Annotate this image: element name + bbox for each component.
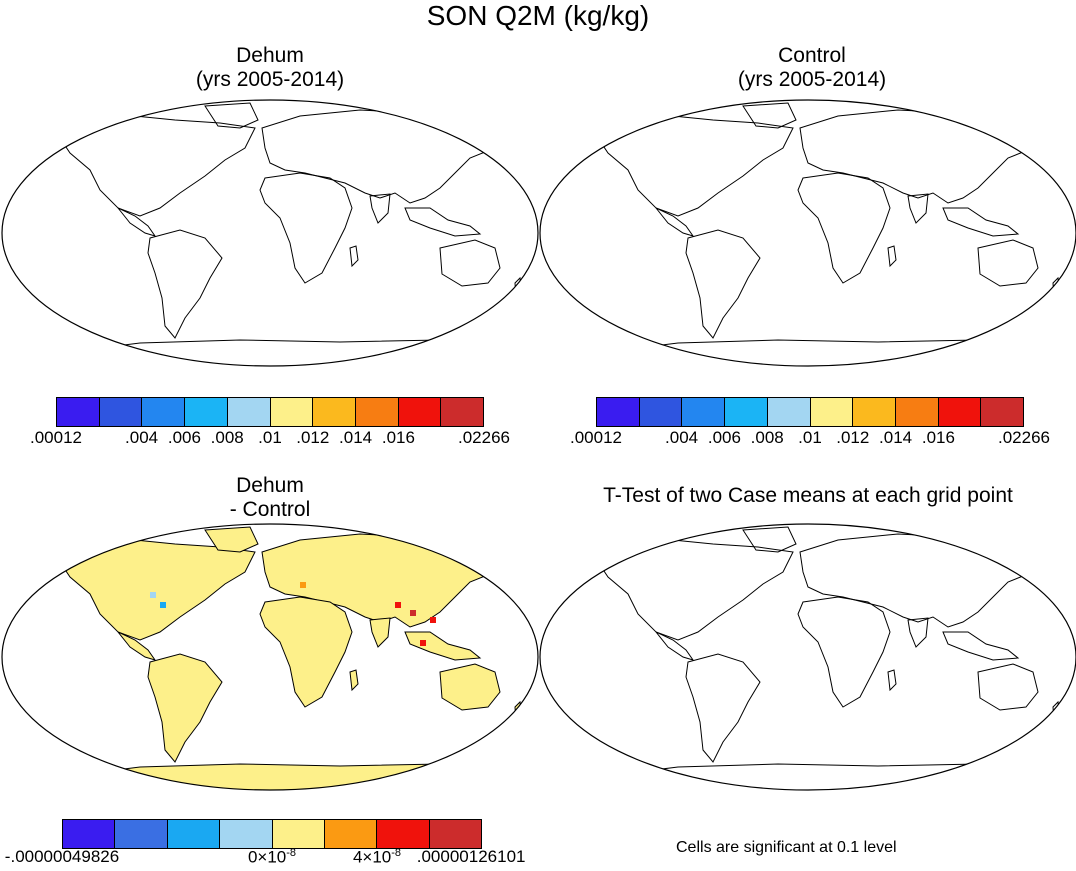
- colorbar-swatch: [272, 820, 325, 848]
- panel-title-control: Control (yrs 2005-2014): [622, 44, 1002, 92]
- tick-label-base: 4×10: [352, 847, 392, 867]
- tick-label: .00012: [570, 428, 622, 447]
- coastline: [39, 102, 523, 366]
- tick-label: .008: [210, 428, 244, 447]
- map-control: [539, 99, 1076, 367]
- panel-title-line1: Dehum: [236, 44, 304, 67]
- tick-label: .004: [665, 428, 699, 447]
- tick-label: .02266: [998, 428, 1050, 447]
- anomaly-cell: [430, 617, 436, 623]
- tick-label: .01: [258, 428, 282, 447]
- colorbar-swatch: [853, 398, 896, 426]
- colorbar-control-ticks: .00012 .004 .006 .008 .01 .012 .014 .016 .02266: [570, 428, 1050, 452]
- panel-title-line2: (yrs 2005-2014): [195, 68, 345, 91]
- tick-label-exponent: -8: [286, 847, 297, 859]
- panel-title-dehum: Dehum (yrs 2005-2014): [80, 44, 460, 92]
- anomaly-cell: [300, 582, 306, 588]
- colorbar-difference: [62, 819, 482, 849]
- anomaly-cell: [420, 640, 426, 646]
- tick-label: .004: [125, 428, 159, 447]
- tick-label: .016: [921, 428, 955, 447]
- colorbar-swatch: [313, 398, 356, 426]
- anomaly-cell: [150, 592, 156, 598]
- tick-label: .00000126101: [416, 847, 526, 866]
- colorbar-swatch: [725, 398, 768, 426]
- tick-label: .012: [296, 428, 330, 447]
- colorbar-swatch: [938, 398, 982, 426]
- colorbar-swatch: [682, 398, 726, 426]
- panel-title-difference: Dehum - Control: [80, 474, 460, 522]
- colorbar-difference-ticks: -.00000049826 0×10-8 4×10-8 .00000126101: [5, 847, 526, 871]
- colorbar-swatch: [441, 398, 484, 426]
- colorbar-swatch: [99, 398, 143, 426]
- colorbar-swatch: [895, 398, 939, 426]
- land-field: [39, 526, 523, 790]
- colorbar-dehum: [56, 397, 484, 427]
- tick-label: .014: [879, 428, 913, 447]
- colorbar-swatch: [597, 398, 640, 426]
- colorbar-swatch: [220, 820, 273, 848]
- colorbar-control: [596, 397, 1024, 427]
- colorbar-swatch: [142, 398, 186, 426]
- anomaly-cell: [410, 610, 416, 616]
- map-border: [539, 523, 1076, 791]
- panel-title-ttest: T-Test of two Case means at each grid po…: [603, 484, 1013, 507]
- panel-title-line2: - Control: [229, 498, 311, 521]
- colorbar-swatch: [639, 398, 683, 426]
- colorbar-swatch: [270, 398, 314, 426]
- colorbar-swatch: [398, 398, 442, 426]
- colorbar-swatch: [377, 820, 430, 848]
- colorbar-swatch: [115, 820, 168, 848]
- anomaly-cell: [395, 602, 401, 608]
- panel-title-line1: Dehum: [236, 474, 304, 497]
- tick-label: .012: [836, 428, 870, 447]
- map-border: [1, 99, 539, 367]
- tick-label: .00012: [30, 428, 82, 447]
- tick-label-base: 0×10: [247, 847, 287, 867]
- anomaly-cell: [160, 602, 166, 608]
- colorbar-swatch: [63, 820, 116, 848]
- significance-note: Cells are significant at 0.1 level: [676, 839, 897, 856]
- tick-label: 4×10-8: [353, 847, 401, 868]
- colorbar-swatch: [185, 398, 228, 426]
- colorbar-dehum-ticks: .00012 .004 .006 .008 .01 .012 .014 .016 .02266: [30, 428, 510, 452]
- tick-label: .006: [167, 428, 201, 447]
- map-border: [1, 523, 539, 791]
- map-difference: [1, 523, 539, 791]
- tick-label: .008: [750, 428, 784, 447]
- tick-label: .02266: [458, 428, 510, 447]
- tick-label-exponent: -8: [391, 847, 402, 859]
- tick-label: .01: [798, 428, 822, 447]
- coastline: [577, 526, 1061, 790]
- tick-label: -.00000049826: [4, 847, 120, 866]
- colorbar-swatch: [227, 398, 271, 426]
- tick-label: .016: [381, 428, 415, 447]
- colorbar-swatch: [57, 398, 100, 426]
- map-border: [539, 99, 1076, 367]
- colorbar-swatch: [324, 820, 378, 848]
- panel-title-line1: Control: [778, 44, 846, 67]
- coastline: [577, 102, 1061, 366]
- map-ttest: [539, 523, 1076, 791]
- colorbar-swatch: [429, 820, 481, 848]
- colorbar-swatch: [355, 398, 399, 426]
- colorbar-swatch: [810, 398, 854, 426]
- tick-label: 0×10-8: [248, 847, 296, 868]
- panel-title-line2: (yrs 2005-2014): [737, 68, 887, 91]
- figure-title: SON Q2M (kg/kg): [426, 0, 650, 31]
- map-dehum: [1, 99, 539, 367]
- tick-label: .006: [707, 428, 741, 447]
- colorbar-swatch: [767, 398, 811, 426]
- colorbar-swatch: [981, 398, 1024, 426]
- colorbar-swatch: [167, 820, 221, 848]
- tick-label: .014: [339, 428, 373, 447]
